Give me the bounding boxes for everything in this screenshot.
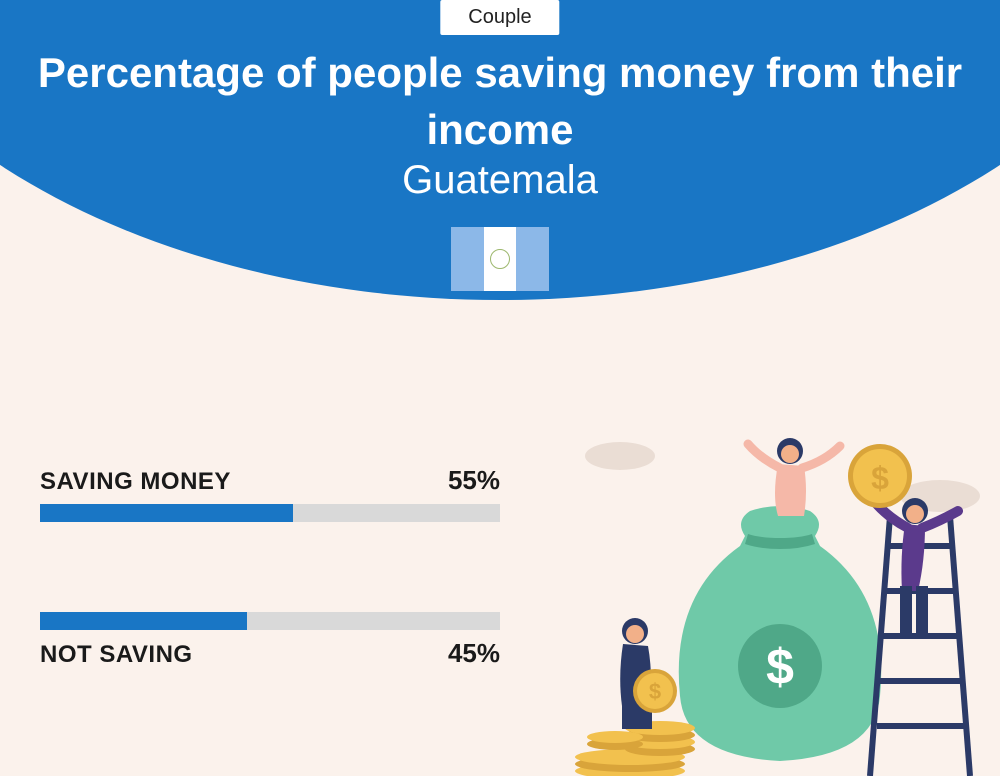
country-flag [451, 227, 549, 291]
bar-saving: SAVING MONEY 55% [40, 465, 500, 522]
svg-text:$: $ [649, 679, 661, 704]
savings-illustration: $ $ [560, 416, 1000, 776]
person-seated-icon: $ [620, 618, 677, 729]
flag-stripe-right [516, 227, 549, 291]
bars-section: SAVING MONEY 55% NOT SAVING 45% [40, 465, 500, 759]
flag-stripe-center [484, 227, 517, 291]
bar-fill [40, 612, 247, 630]
coin-stacks-icon [575, 721, 695, 776]
bar-label: NOT SAVING [40, 641, 193, 669]
country-subtitle: Guatemala [0, 158, 1000, 203]
person-top-icon [748, 438, 840, 516]
svg-text:$: $ [871, 460, 889, 496]
svg-text:$: $ [766, 639, 794, 695]
category-badge: Couple [440, 0, 559, 35]
bar-value: 55% [448, 465, 500, 496]
page-title: Percentage of people saving money from t… [0, 45, 1000, 158]
flag-emblem [490, 249, 510, 269]
bar-track [40, 612, 500, 630]
bar-not-saving: NOT SAVING 45% [40, 612, 500, 669]
flag-stripe-left [451, 227, 484, 291]
bar-label: SAVING MONEY [40, 468, 231, 496]
bar-track [40, 504, 500, 522]
bar-value: 45% [448, 638, 500, 669]
bar-fill [40, 504, 293, 522]
